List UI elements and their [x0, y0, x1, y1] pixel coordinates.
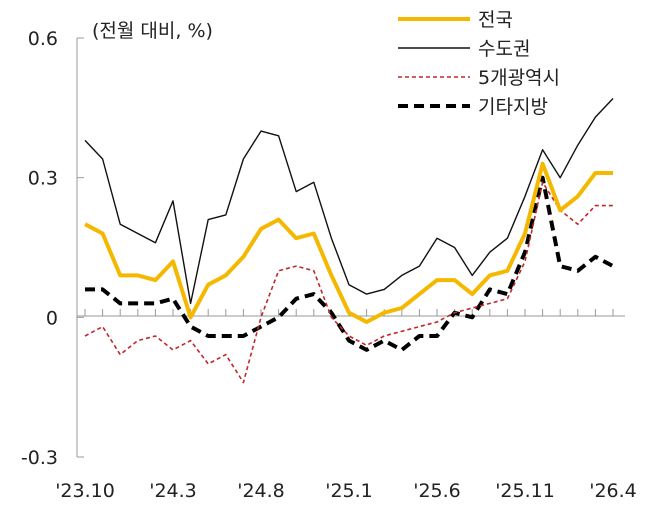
y-tick-label: 0.6 — [28, 28, 58, 50]
x-ticks: '23.10 '24.3 '24.8 '25.1 '25.6 '25.11 '26.4 — [55, 309, 637, 502]
y-ticks: 0.6 0.3 0 -0.3 — [21, 28, 84, 469]
x-tick-label: '25.11 — [495, 480, 555, 502]
x-tick-label: '25.1 — [325, 480, 373, 502]
series-line-1 — [84, 161, 613, 324]
x-tick-label: '23.10 — [55, 480, 115, 502]
legend-label-4: 기타지방 — [478, 96, 548, 118]
x-tick-label: '26.4 — [589, 480, 637, 502]
x-tick-label: '25.6 — [413, 480, 461, 502]
series-lines — [84, 98, 614, 384]
y-tick-label: 0 — [46, 307, 58, 329]
legend-label-1: 전국 — [478, 9, 513, 31]
y-tick-label: 0.3 — [28, 168, 58, 190]
unit-label: (전월 대비, %) — [92, 20, 213, 42]
legend-label-2: 수도권 — [478, 38, 530, 60]
series-line-2 — [84, 98, 614, 305]
x-tick-label: '24.8 — [237, 480, 285, 502]
legend-label-3: 5개광역시 — [478, 67, 560, 89]
series-line-4 — [85, 175, 614, 352]
x-tick-label: '24.3 — [149, 480, 197, 502]
y-tick-label: -0.3 — [21, 447, 58, 469]
